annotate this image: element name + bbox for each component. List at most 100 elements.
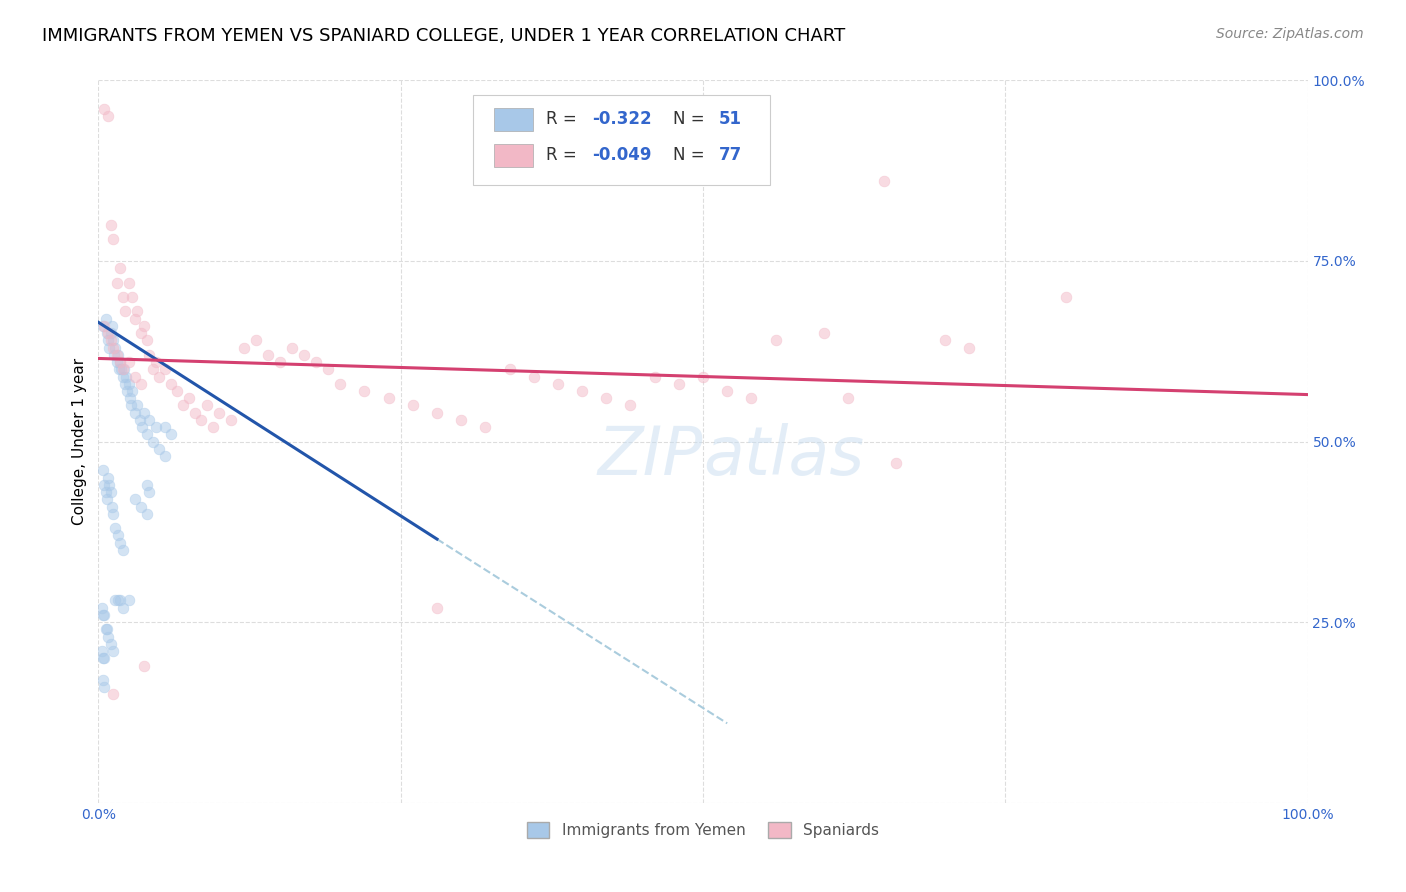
Point xyxy=(118,355,141,369)
Point xyxy=(644,369,666,384)
Point xyxy=(402,398,425,412)
Point xyxy=(353,384,375,398)
Bar xyxy=(494,144,533,167)
Text: atlas: atlas xyxy=(703,423,865,489)
Point xyxy=(91,463,114,477)
Point xyxy=(108,355,131,369)
Point xyxy=(120,398,142,412)
Point xyxy=(129,376,152,391)
Point xyxy=(105,276,128,290)
Point xyxy=(195,398,218,412)
Point xyxy=(127,398,149,412)
Point xyxy=(138,485,160,500)
Point xyxy=(100,637,122,651)
Point xyxy=(124,406,146,420)
Point xyxy=(118,391,141,405)
Point xyxy=(97,630,120,644)
Point xyxy=(118,276,141,290)
Point xyxy=(426,600,449,615)
Point xyxy=(450,413,472,427)
Point xyxy=(100,500,122,514)
Text: N =: N = xyxy=(672,145,710,164)
Text: R =: R = xyxy=(546,110,582,128)
Point xyxy=(94,485,117,500)
Point xyxy=(160,376,183,391)
Point xyxy=(153,362,176,376)
Point xyxy=(94,623,117,637)
Text: -0.322: -0.322 xyxy=(592,110,651,128)
Point xyxy=(329,376,352,391)
Point xyxy=(474,420,496,434)
Point xyxy=(93,102,115,116)
Text: Source: ZipAtlas.com: Source: ZipAtlas.com xyxy=(1216,27,1364,41)
Point xyxy=(142,362,165,376)
Point xyxy=(160,427,183,442)
Point xyxy=(104,521,127,535)
Point xyxy=(100,334,122,348)
Point xyxy=(740,391,762,405)
Point xyxy=(619,398,641,412)
Point xyxy=(93,478,115,492)
Point xyxy=(114,304,136,318)
Point xyxy=(269,355,291,369)
Point xyxy=(118,376,141,391)
Point xyxy=(111,290,134,304)
Point xyxy=(134,406,156,420)
Point xyxy=(93,680,115,694)
Point xyxy=(153,420,176,434)
Point xyxy=(571,384,593,398)
Point xyxy=(765,334,787,348)
Legend: Immigrants from Yemen, Spaniards: Immigrants from Yemen, Spaniards xyxy=(519,814,887,846)
Point xyxy=(108,355,131,369)
Point xyxy=(115,369,138,384)
Point xyxy=(281,341,304,355)
Point xyxy=(957,341,980,355)
Point xyxy=(221,413,243,427)
Point xyxy=(108,362,131,376)
Point xyxy=(256,348,278,362)
Point xyxy=(100,326,122,340)
Point xyxy=(134,318,156,333)
Point xyxy=(523,369,546,384)
Point xyxy=(245,334,267,348)
Point xyxy=(124,492,146,507)
Point xyxy=(124,369,146,384)
Point xyxy=(131,420,153,434)
Point xyxy=(101,334,124,348)
Point xyxy=(934,334,956,348)
Point xyxy=(668,376,690,391)
Point xyxy=(105,355,128,369)
Point xyxy=(128,413,150,427)
Point xyxy=(138,348,160,362)
Point xyxy=(107,593,129,607)
Point xyxy=(121,290,143,304)
Point xyxy=(145,420,167,434)
Point xyxy=(100,485,122,500)
Point xyxy=(886,456,908,470)
Text: IMMIGRANTS FROM YEMEN VS SPANIARD COLLEGE, UNDER 1 YEAR CORRELATION CHART: IMMIGRANTS FROM YEMEN VS SPANIARD COLLEG… xyxy=(42,27,845,45)
Point xyxy=(129,500,152,514)
Point xyxy=(135,478,157,492)
FancyBboxPatch shape xyxy=(474,95,769,185)
Point xyxy=(129,326,152,340)
Point xyxy=(153,449,176,463)
Point xyxy=(97,326,120,340)
Point xyxy=(135,427,157,442)
Point xyxy=(873,174,896,188)
Point xyxy=(107,528,129,542)
Point xyxy=(127,304,149,318)
Point xyxy=(108,261,131,276)
Point xyxy=(121,384,143,398)
Point xyxy=(1054,290,1077,304)
Point xyxy=(97,110,120,124)
Point xyxy=(97,470,120,484)
Point xyxy=(813,326,835,340)
Text: N =: N = xyxy=(672,110,710,128)
Point xyxy=(97,334,120,348)
Text: 77: 77 xyxy=(718,145,742,164)
Point xyxy=(93,318,115,333)
Point xyxy=(142,434,165,449)
Point xyxy=(135,507,157,521)
Point xyxy=(101,341,124,355)
Point xyxy=(148,442,170,456)
